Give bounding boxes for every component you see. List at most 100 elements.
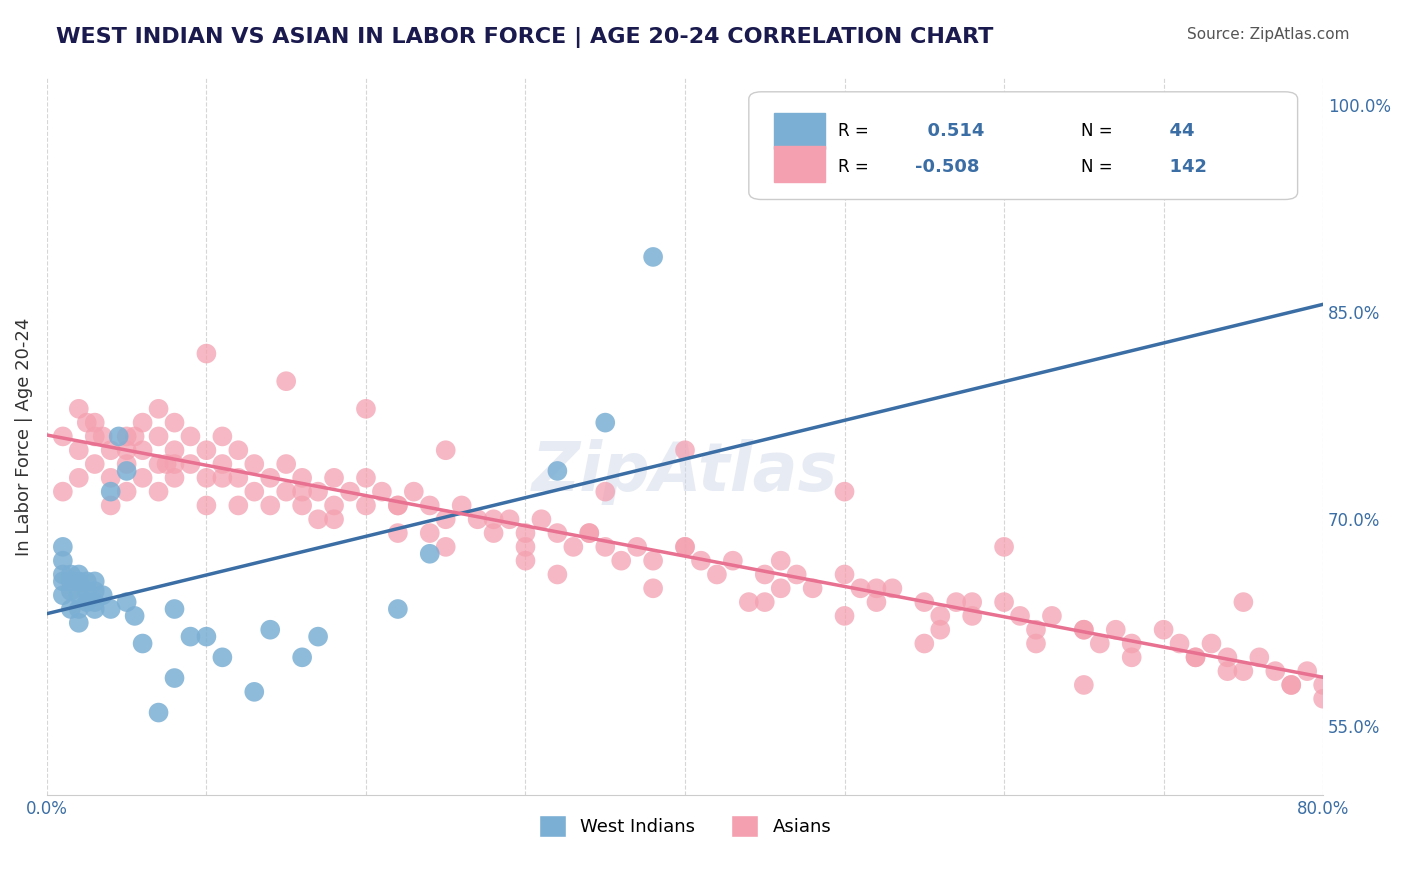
Point <box>211 471 233 485</box>
Point <box>52 484 75 499</box>
Point <box>402 484 425 499</box>
Point <box>52 429 75 443</box>
Point <box>354 471 377 485</box>
Point <box>882 582 904 596</box>
Point <box>211 457 233 471</box>
Point <box>115 595 138 609</box>
Point <box>929 608 952 623</box>
Point <box>515 554 537 568</box>
Point <box>228 471 250 485</box>
Point <box>52 588 75 602</box>
FancyBboxPatch shape <box>749 92 1298 200</box>
Point <box>354 401 377 416</box>
Point <box>849 582 872 596</box>
Point <box>643 554 665 568</box>
Point <box>1279 678 1302 692</box>
Point <box>131 416 153 430</box>
Point <box>467 512 489 526</box>
Point <box>155 457 177 471</box>
Point <box>419 547 441 561</box>
Point <box>100 602 122 616</box>
Legend: West Indians, Asians: West Indians, Asians <box>531 807 839 844</box>
Point <box>643 250 665 264</box>
Point <box>59 602 82 616</box>
Point <box>1008 608 1031 623</box>
Point <box>482 526 505 541</box>
Text: 0.514: 0.514 <box>915 122 984 140</box>
Point <box>643 582 665 596</box>
Point <box>515 540 537 554</box>
Point <box>993 540 1015 554</box>
Point <box>163 416 186 430</box>
Point <box>259 623 281 637</box>
Point <box>834 484 856 499</box>
Point <box>387 526 409 541</box>
Point <box>834 567 856 582</box>
Point <box>163 602 186 616</box>
Point <box>498 512 520 526</box>
Point <box>323 512 346 526</box>
Point <box>59 584 82 599</box>
Point <box>59 567 82 582</box>
Point <box>912 595 935 609</box>
Point <box>59 574 82 589</box>
Point <box>1121 650 1143 665</box>
Point <box>610 554 633 568</box>
Point <box>1073 623 1095 637</box>
Point <box>291 484 314 499</box>
Point <box>179 457 201 471</box>
Point <box>1279 678 1302 692</box>
Point <box>578 526 600 541</box>
Point <box>83 584 105 599</box>
Point <box>1168 636 1191 650</box>
Point <box>387 602 409 616</box>
Point <box>419 499 441 513</box>
Point <box>67 443 90 458</box>
Point <box>195 471 218 485</box>
Text: WEST INDIAN VS ASIAN IN LABOR FORCE | AGE 20-24 CORRELATION CHART: WEST INDIAN VS ASIAN IN LABOR FORCE | AG… <box>56 27 994 48</box>
Point <box>769 554 792 568</box>
Point <box>148 484 170 499</box>
Point <box>131 636 153 650</box>
Point <box>291 471 314 485</box>
Point <box>211 650 233 665</box>
Point <box>163 457 186 471</box>
Point <box>754 567 776 582</box>
Point <box>307 630 329 644</box>
Point <box>148 457 170 471</box>
Point <box>124 608 146 623</box>
Point <box>354 499 377 513</box>
Point <box>115 443 138 458</box>
Point <box>960 608 983 623</box>
Point <box>721 554 744 568</box>
Bar <box>775 113 825 149</box>
Point <box>1040 608 1063 623</box>
Point <box>865 595 887 609</box>
Point <box>67 615 90 630</box>
Point <box>115 484 138 499</box>
Point <box>67 567 90 582</box>
Y-axis label: In Labor Force | Age 20-24: In Labor Force | Age 20-24 <box>15 318 32 556</box>
Point <box>307 512 329 526</box>
Point <box>83 574 105 589</box>
Point <box>195 443 218 458</box>
Point <box>228 443 250 458</box>
Point <box>738 595 761 609</box>
Point <box>434 443 457 458</box>
Point <box>323 471 346 485</box>
Text: -0.508: -0.508 <box>915 158 979 177</box>
Point <box>673 540 696 554</box>
Point <box>291 650 314 665</box>
Point <box>865 582 887 596</box>
Point <box>91 429 114 443</box>
Point <box>67 471 90 485</box>
Point <box>546 567 568 582</box>
Text: Source: ZipAtlas.com: Source: ZipAtlas.com <box>1187 27 1350 42</box>
Point <box>76 595 98 609</box>
Point <box>960 595 983 609</box>
Point <box>259 499 281 513</box>
Point <box>67 401 90 416</box>
Point <box>1264 664 1286 678</box>
Point <box>243 685 266 699</box>
Point <box>1153 623 1175 637</box>
